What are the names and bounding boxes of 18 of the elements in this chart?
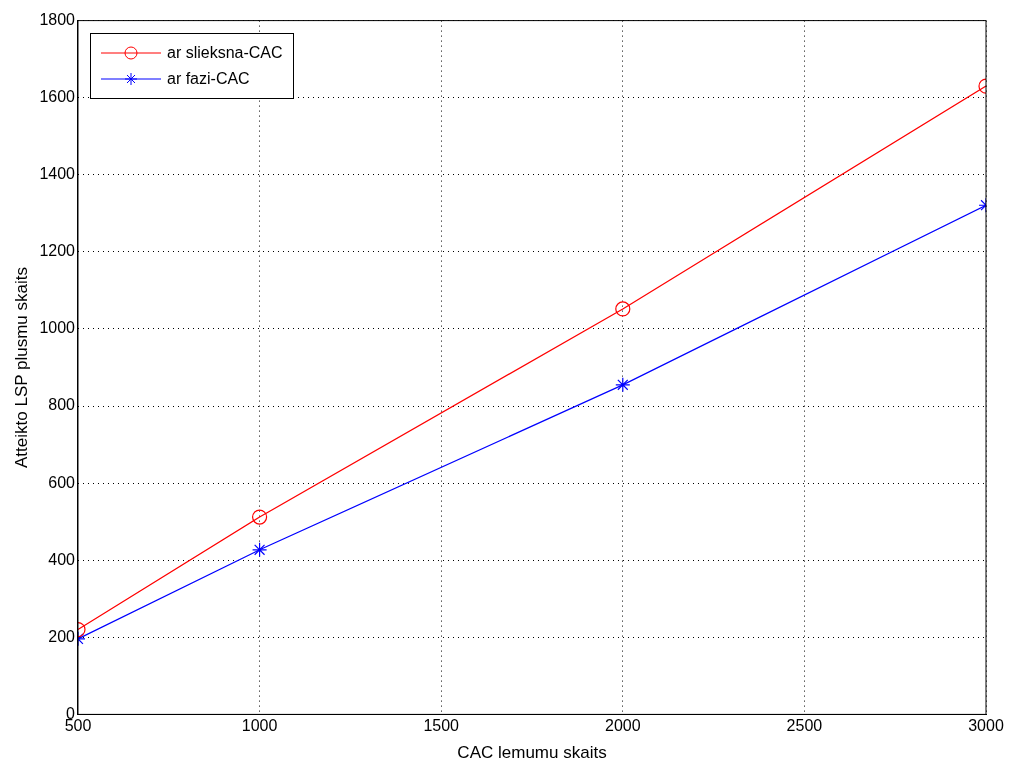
y-axis-title: Atteikto LSP plusmu skaits xyxy=(11,267,31,468)
y-tick-label: 200 xyxy=(48,627,76,645)
x-axis-title: CAC lemumu skaits xyxy=(457,743,607,763)
x-tick-label: 3000 xyxy=(968,717,1004,735)
y-tick-label: 1800 xyxy=(39,11,76,29)
legend-label: ar fazi-CAC xyxy=(166,69,250,87)
y-tick-label: 1400 xyxy=(39,165,76,183)
y-tick-label: 400 xyxy=(48,550,76,568)
x-tick-label: 1000 xyxy=(241,717,278,735)
y-tick-label: 1600 xyxy=(39,88,76,106)
legend-label: ar slieksna-CAC xyxy=(166,43,283,61)
x-tick-label: 2500 xyxy=(786,717,823,735)
x-tick-label: 2000 xyxy=(605,717,641,735)
x-tick-label: 1500 xyxy=(423,717,460,735)
y-tick-label: 800 xyxy=(48,396,76,414)
y-tick-label: 600 xyxy=(48,473,76,491)
y-tick-label: 1200 xyxy=(39,242,76,260)
y-tick-label: 1000 xyxy=(39,319,76,337)
